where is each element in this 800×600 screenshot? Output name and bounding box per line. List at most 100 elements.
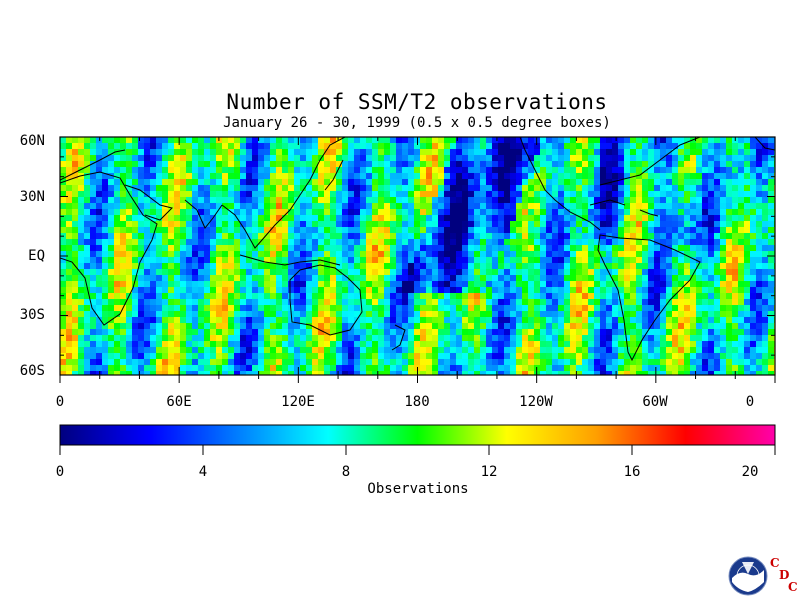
obs-cell: [78, 281, 84, 287]
obs-cell: [312, 359, 318, 365]
obs-cell: [492, 371, 498, 375]
obs-cell: [222, 149, 228, 155]
obs-cell: [552, 269, 558, 275]
obs-cell: [312, 347, 318, 353]
obs-cell: [708, 323, 714, 329]
obs-cell: [342, 221, 348, 227]
obs-cell: [678, 137, 684, 143]
obs-cell: [618, 359, 624, 365]
obs-cell: [180, 311, 186, 317]
obs-cell: [492, 269, 498, 275]
obs-cell: [522, 185, 528, 191]
obs-cell: [90, 251, 96, 257]
obs-cell: [102, 257, 108, 263]
obs-cell: [528, 299, 534, 305]
obs-cell: [744, 311, 750, 317]
obs-cell: [612, 167, 618, 173]
obs-cell: [192, 305, 198, 311]
obs-cell: [696, 347, 702, 353]
obs-cell: [738, 197, 744, 203]
obs-cell: [504, 275, 510, 281]
obs-cell: [618, 185, 624, 191]
obs-cell: [78, 251, 84, 257]
obs-cell: [756, 347, 762, 353]
obs-cell: [342, 149, 348, 155]
obs-cell: [132, 371, 138, 375]
obs-cell: [558, 239, 564, 245]
obs-cell: [618, 329, 624, 335]
obs-cell: [162, 275, 168, 281]
obs-cell: [522, 197, 528, 203]
obs-cell: [90, 227, 96, 233]
obs-cell: [396, 299, 402, 305]
obs-cell: [630, 203, 636, 209]
obs-cell: [462, 269, 468, 275]
obs-cell: [246, 323, 252, 329]
obs-cell: [522, 233, 528, 239]
obs-cell: [720, 347, 726, 353]
obs-cell: [642, 227, 648, 233]
obs-cell: [174, 365, 180, 371]
obs-cell: [474, 227, 480, 233]
obs-cell: [552, 335, 558, 341]
obs-cell: [600, 275, 606, 281]
obs-cell: [390, 347, 396, 353]
obs-cell: [234, 371, 240, 375]
obs-cell: [654, 149, 660, 155]
obs-cell: [192, 251, 198, 257]
obs-cell: [654, 251, 660, 257]
obs-cell: [108, 359, 114, 365]
obs-cell: [594, 347, 600, 353]
obs-cell: [66, 185, 72, 191]
obs-cell: [78, 275, 84, 281]
obs-cell: [588, 359, 594, 365]
obs-cell: [654, 161, 660, 167]
obs-cell: [618, 269, 624, 275]
obs-cell: [522, 341, 528, 347]
obs-cell: [378, 347, 384, 353]
obs-cell: [324, 317, 330, 323]
obs-cell: [762, 149, 768, 155]
obs-cell: [300, 359, 306, 365]
obs-cell: [216, 257, 222, 263]
obs-cell: [534, 257, 540, 263]
obs-cell: [300, 263, 306, 269]
obs-cell: [636, 203, 642, 209]
obs-cell: [156, 263, 162, 269]
obs-cell: [390, 191, 396, 197]
obs-cell: [684, 329, 690, 335]
obs-cell: [162, 269, 168, 275]
obs-cell: [222, 233, 228, 239]
obs-cell: [408, 221, 414, 227]
obs-cell: [582, 323, 588, 329]
obs-cell: [690, 209, 696, 215]
obs-cell: [702, 245, 708, 251]
obs-cell: [546, 197, 552, 203]
obs-cell: [282, 335, 288, 341]
obs-cell: [354, 197, 360, 203]
obs-cell: [480, 221, 486, 227]
obs-cell: [342, 251, 348, 257]
obs-cell: [360, 209, 366, 215]
obs-cell: [144, 305, 150, 311]
obs-cell: [564, 347, 570, 353]
obs-cell: [270, 341, 276, 347]
obs-cell: [234, 305, 240, 311]
obs-cell: [714, 197, 720, 203]
obs-cell: [504, 311, 510, 317]
obs-cell: [222, 191, 228, 197]
obs-cell: [684, 281, 690, 287]
obs-cell: [654, 257, 660, 263]
obs-cell: [210, 323, 216, 329]
obs-cell: [756, 269, 762, 275]
obs-cell: [642, 341, 648, 347]
obs-cell: [180, 269, 186, 275]
obs-cell: [624, 251, 630, 257]
obs-cell: [240, 203, 246, 209]
obs-cell: [474, 173, 480, 179]
obs-cell: [264, 209, 270, 215]
obs-cell: [204, 173, 210, 179]
obs-cell: [750, 167, 756, 173]
obs-cell: [102, 251, 108, 257]
obs-cell: [354, 353, 360, 359]
